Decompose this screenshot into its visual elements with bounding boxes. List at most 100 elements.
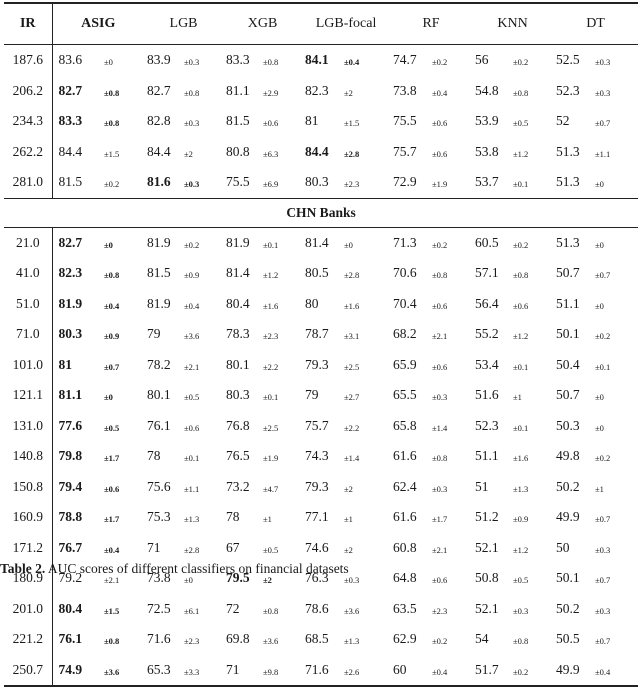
- auc-std: ±1.5: [344, 118, 360, 129]
- auc-mean: 65.5: [393, 387, 417, 403]
- table-row: 221.2 76.1 ±0.8 71.6 ±2.3 69.8 ±3.6 68.5 ±1.3 62.…: [4, 624, 638, 655]
- ir-value: 281.0: [12, 174, 43, 190]
- auc-std: ±1.3: [184, 514, 200, 525]
- auc-std: ±2.2: [263, 361, 279, 372]
- auc-mean: 80.8: [226, 143, 250, 159]
- ir-value: 187.6: [12, 52, 43, 68]
- ir-value: 250.7: [4, 654, 52, 687]
- auc-std: ±2.7: [344, 392, 360, 403]
- auc-std: ±1.3: [344, 636, 360, 647]
- auc-std: ±1.4: [432, 422, 448, 433]
- table-row: 262.2 84.4 ±1.5 84.4 ±2 80.8 ±6.3 84.4 ±2.8 75.7 ±…: [4, 136, 638, 167]
- auc-std: ±0.3: [432, 392, 448, 403]
- auc-std: ±0.8: [263, 605, 279, 616]
- auc-mean: 50: [556, 539, 570, 555]
- auc-std: ±0: [104, 392, 113, 403]
- auc-mean: 69.8: [226, 631, 250, 647]
- auc-std: ±0.6: [432, 148, 448, 159]
- auc-mean: 72: [226, 600, 240, 616]
- table-row: 101.0 81 ±0.7 78.2 ±2.1 80.1 ±2.2 79.3 ±2.5 65.9 ±…: [4, 349, 638, 380]
- auc-std: ±1.2: [513, 544, 529, 555]
- auc-std: ±1.2: [263, 270, 279, 281]
- auc-mean: 50.2: [556, 478, 580, 494]
- auc-mean: 81: [51, 349, 104, 380]
- ir-value: 262.2: [12, 143, 43, 159]
- auc-mean: 74.6: [305, 539, 329, 555]
- auc-mean: 51.1: [556, 295, 580, 311]
- auc-std: ±0.8: [513, 636, 529, 647]
- auc-mean: 79.3: [305, 356, 329, 372]
- auc-mean: 79.8: [51, 441, 104, 472]
- auc-mean: 71.3: [393, 234, 417, 250]
- auc-mean: 53.8: [475, 143, 499, 159]
- auc-mean: 60.5: [475, 234, 499, 250]
- auc-mean: 80: [305, 295, 319, 311]
- auc-mean: 84.1: [305, 52, 329, 68]
- auc-mean: 68.5: [305, 631, 329, 647]
- auc-mean: 75.5: [393, 113, 417, 129]
- auc-mean: 71.6: [302, 654, 345, 687]
- auc-std: ±0.2: [104, 179, 120, 190]
- auc-mean: 60.8: [393, 539, 417, 555]
- ir-value: 150.8: [12, 478, 43, 494]
- auc-std: ±0: [595, 179, 604, 190]
- header-dt: DT: [553, 2, 639, 45]
- auc-mean: 83.9: [147, 52, 171, 68]
- auc-mean: 82.3: [305, 82, 329, 98]
- ir-value: 51.0: [15, 295, 40, 311]
- auc-std: ±3.1: [344, 331, 360, 342]
- auc-mean: 52.1: [475, 600, 499, 616]
- auc-std: ±0.8: [513, 87, 529, 98]
- auc-std: ±0.9: [513, 514, 529, 525]
- auc-std: ±1: [344, 514, 353, 525]
- auc-mean: 51.1: [475, 448, 499, 464]
- auc-std: ±0.3: [344, 575, 360, 586]
- auc-std: ±3.6: [104, 654, 145, 687]
- auc-std: ±0.6: [104, 483, 120, 494]
- auc-std: ±0.2: [432, 57, 448, 68]
- auc-std: ±0.8: [104, 636, 120, 647]
- auc-mean: 52.1: [475, 539, 499, 555]
- auc-mean: 51.6: [475, 387, 499, 403]
- auc-std: ±0.4: [184, 300, 200, 311]
- auc-mean: 70.6: [393, 265, 417, 281]
- auc-std: ±2.5: [344, 361, 360, 372]
- auc-mean: 51: [475, 478, 489, 494]
- auc-mean: 78.2: [147, 356, 171, 372]
- auc-mean: 81.1: [51, 380, 104, 411]
- auc-std: ±1.9: [432, 179, 448, 190]
- auc-mean: 50.4: [556, 356, 580, 372]
- auc-mean: 81.6: [147, 174, 171, 190]
- auc-std: ±2.8: [184, 544, 200, 555]
- auc-mean: 62.9: [393, 631, 417, 647]
- auc-std: ±0.8: [432, 453, 448, 464]
- auc-std: ±0.2: [513, 57, 529, 68]
- auc-std: ±0.4: [432, 87, 448, 98]
- auc-mean: 49.9: [553, 654, 596, 687]
- auc-std: ±0.3: [432, 483, 448, 494]
- auc-mean: 75.7: [305, 417, 329, 433]
- auc-mean: 65.3: [144, 654, 185, 687]
- dataset-group-1: 187.6 83.6 ±0 83.9 ±0.3 83.3 ±0.8 84.1 ±0.4 74.7 ±…: [4, 44, 638, 198]
- auc-std: ±0.4: [432, 654, 473, 687]
- section-title-chn-banks: CHN Banks: [4, 197, 639, 228]
- auc-mean: 52: [556, 113, 570, 129]
- auc-std: ±1: [263, 514, 272, 525]
- header-lgb: LGB: [144, 2, 224, 45]
- auc-mean: 71: [147, 539, 161, 555]
- auc-mean: 81.9: [51, 288, 104, 319]
- auc-mean: 80.4: [51, 593, 104, 624]
- auc-std: ±0.2: [513, 239, 529, 250]
- auc-std: ±1.7: [432, 514, 448, 525]
- auc-std: ±0.6: [432, 575, 448, 586]
- auc-std: ±0.1: [184, 453, 200, 464]
- auc-std: ±0.4: [344, 57, 360, 68]
- auc-mean: 70.4: [393, 295, 417, 311]
- auc-mean: 81.4: [226, 265, 250, 281]
- auc-std: ±0: [104, 239, 113, 250]
- auc-std: ±0.8: [104, 270, 120, 281]
- auc-mean: 82.7: [51, 227, 104, 258]
- auc-mean: 52.5: [556, 52, 580, 68]
- auc-mean: 56.4: [475, 295, 499, 311]
